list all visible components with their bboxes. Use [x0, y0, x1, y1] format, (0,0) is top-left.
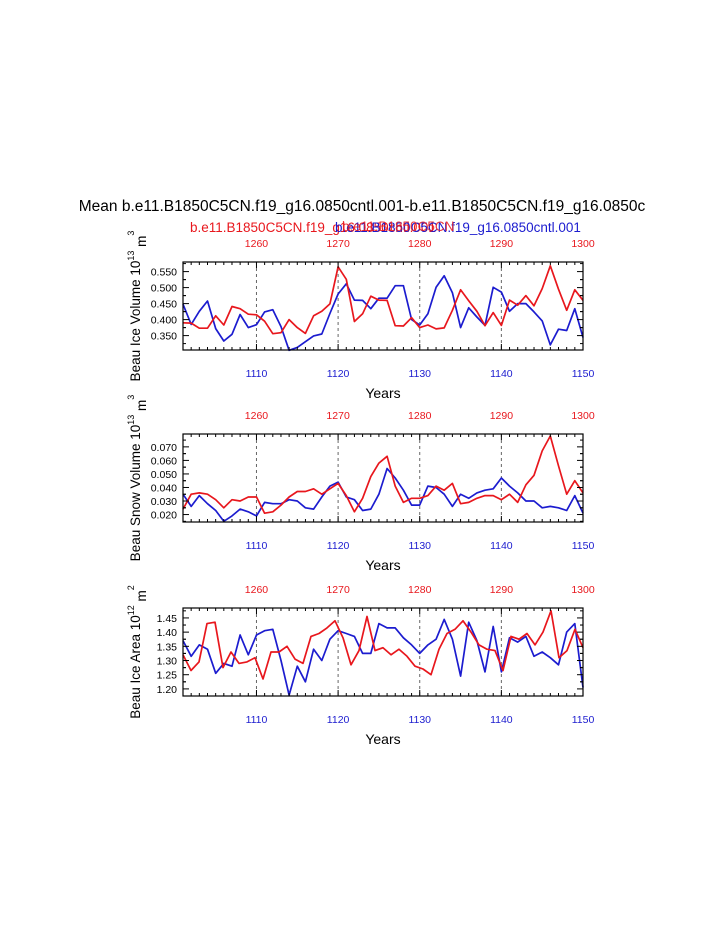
y-tick-label: 0.400 — [151, 315, 177, 327]
x-tick-label-top: 1270 — [326, 584, 350, 596]
x-tick-label-bottom: 1130 — [408, 540, 431, 552]
y-tick-label: 0.020 — [151, 510, 177, 522]
y-tick-label: 0.350 — [151, 331, 177, 343]
x-axis-label: Years — [365, 731, 400, 747]
x-tick-label-top: 1260 — [245, 238, 269, 250]
y-tick-label: 0.050 — [151, 469, 177, 481]
y-tick-label: 0.550 — [151, 267, 177, 279]
y-tick-label: 1.35 — [157, 641, 178, 653]
y-axis-label-part: 13 — [126, 415, 136, 425]
y-axis-label-part: Beau Ice Area 10 — [128, 615, 143, 719]
x-tick-label-bottom: 1110 — [246, 714, 268, 726]
figure-title: Mean b.e11.B1850C5CN.f19_g16.0850cntl.00… — [79, 198, 646, 215]
x-tick-label-bottom: 1110 — [246, 540, 268, 552]
series-line-blue — [182, 274, 584, 352]
x-tick-label-bottom: 1150 — [572, 714, 595, 726]
y-axis-label-part: m — [134, 590, 149, 605]
series-line-red — [182, 609, 584, 680]
y-tick-label: 0.040 — [151, 482, 177, 494]
plot-frame — [182, 607, 584, 697]
chart-panel-3: 1110 1120 1130 1140 1150 1260 1270 1280 1290 1300… — [126, 584, 595, 747]
x-tick-label-top: 1260 — [245, 584, 269, 596]
chart-panels: 1110 1120 1130 1140 1150 1260 1270 1280 1290 1300… — [126, 231, 595, 747]
x-tick-label-top: 1260 — [245, 410, 269, 422]
x-tick-label-top: 1270 — [326, 238, 350, 250]
subtitle-blue: b.e11.B1850C5CN.f19_g16.0850cntl.001 — [335, 220, 581, 235]
y-axis-label-part: 3 — [126, 395, 136, 400]
y-tick-label: 0.060 — [151, 455, 177, 467]
x-tick-label-bottom: 1150 — [572, 368, 595, 380]
x-tick-label-bottom: 1120 — [327, 540, 350, 552]
x-tick-label-bottom: 1110 — [246, 368, 268, 380]
x-tick-label-bottom: 1140 — [490, 714, 513, 726]
y-tick-label: 0.070 — [151, 442, 177, 454]
x-tick-label-top: 1270 — [326, 410, 350, 422]
x-axis-label: Years — [365, 557, 400, 573]
y-axis-label-part: Beau Snow Volume 10 — [128, 425, 143, 562]
y-axis-label: Beau Ice Volume 1013 m3 — [126, 231, 149, 382]
x-tick-label-top: 1300 — [571, 410, 595, 422]
plot-frame — [182, 261, 584, 351]
y-axis-label-part: m — [134, 400, 149, 415]
y-tick-label: 1.30 — [157, 656, 178, 668]
y-axis-label-part: 2 — [126, 585, 136, 590]
y-tick-label: 1.40 — [157, 627, 178, 639]
x-tick-label-bottom: 1140 — [490, 540, 513, 552]
y-axis-label: Beau Snow Volume 1013 m3 — [126, 395, 149, 562]
chart-panel-1: 1110 1120 1130 1140 1150 1260 1270 1280 1290 1300… — [126, 231, 595, 401]
series-line-red — [182, 435, 584, 515]
x-tick-label-bottom: 1130 — [408, 714, 431, 726]
series-line-red — [182, 264, 584, 335]
subtitle-red: b.e11.B1850C5CN.f19_g16.0850cntl.001 — [190, 220, 436, 235]
series-line-blue — [182, 618, 584, 696]
y-axis-label: Beau Ice Area 1012 m2 — [126, 585, 149, 719]
x-tick-label-bottom: 1130 — [408, 368, 431, 380]
x-tick-label-top: 1290 — [490, 410, 514, 422]
x-tick-label-bottom: 1120 — [327, 368, 350, 380]
x-tick-label-top: 1300 — [571, 584, 595, 596]
subtitle-overlap: b.e11.B1850C5CN — [342, 219, 454, 234]
y-tick-label: 1.25 — [157, 670, 178, 682]
y-tick-label: 0.450 — [151, 299, 177, 311]
y-axis-label-part: 12 — [126, 605, 136, 615]
x-tick-label-top: 1300 — [571, 238, 595, 250]
y-tick-label: 1.45 — [157, 613, 178, 625]
x-axis-label: Years — [365, 385, 400, 401]
x-tick-label-bottom: 1120 — [327, 714, 350, 726]
y-tick-label: 1.20 — [157, 684, 178, 696]
y-tick-label: 0.030 — [151, 496, 177, 508]
series-line-blue — [182, 467, 584, 523]
x-tick-label-top: 1280 — [408, 238, 432, 250]
x-tick-label-top: 1280 — [408, 584, 432, 596]
chart-panel-2: 1110 1120 1130 1140 1150 1260 1270 1280 1290 1300… — [126, 395, 595, 573]
x-tick-label-bottom: 1150 — [572, 540, 595, 552]
y-axis-label-part: 13 — [126, 251, 136, 261]
x-tick-label-top: 1290 — [490, 238, 514, 250]
plot-frame — [182, 433, 584, 523]
y-axis-label-part: Beau Ice Volume 10 — [128, 261, 143, 382]
y-tick-label: 0.500 — [151, 283, 177, 295]
x-tick-label-bottom: 1140 — [490, 368, 513, 380]
x-tick-label-top: 1290 — [490, 584, 514, 596]
y-axis-label-part: m — [134, 236, 149, 251]
x-tick-label-top: 1280 — [408, 410, 432, 422]
y-axis-label-part: 3 — [126, 231, 136, 236]
